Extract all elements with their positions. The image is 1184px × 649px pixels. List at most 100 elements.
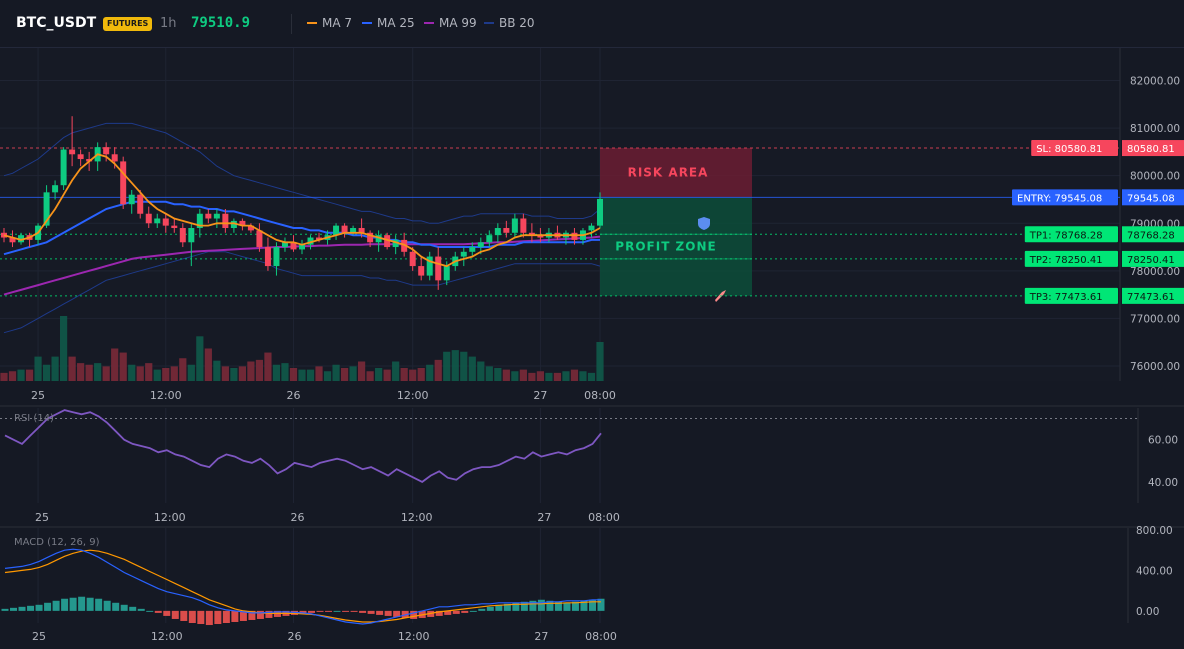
- header-divider: [291, 14, 292, 34]
- y-tick-label: 76000.00: [1130, 361, 1180, 373]
- sl-price-tag: 80580.81: [1127, 144, 1175, 155]
- volume-bar: [417, 368, 425, 381]
- chart-header: BTC_USDT FUTURES 1h 79510.9 MA 7 MA 25 M…: [0, 0, 1184, 48]
- tp3-tag-label: TP3: 77473.61: [1029, 292, 1103, 303]
- macd-histogram-bar: [333, 610, 341, 612]
- rsi-y-tick-label: 60.00: [1148, 435, 1178, 447]
- volume-bar: [443, 351, 451, 381]
- volume-bar: [281, 363, 289, 381]
- candle: [213, 213, 220, 219]
- macd-x-tick-label: 27: [534, 630, 548, 643]
- bb-upper-line: [3, 122, 601, 224]
- risk-area-label: RISK AREA: [628, 166, 709, 180]
- candle: [179, 228, 186, 243]
- entry-price-tag-bg: [1122, 189, 1184, 206]
- tp2-tag-label: TP2: 78250.41: [1029, 255, 1103, 266]
- candle: [1, 232, 7, 238]
- candle: [392, 239, 399, 248]
- tp2-price-tag-bg: [1122, 250, 1184, 267]
- candle: [111, 154, 118, 162]
- macd-histogram-bar: [61, 598, 69, 611]
- legend-ma7[interactable]: MA 7: [307, 16, 352, 30]
- risk-zone: [600, 148, 752, 198]
- timeframe-label[interactable]: 1h: [160, 16, 177, 31]
- chart-canvas[interactable]: 82000.0081000.0080000.0079000.0078000.00…: [0, 48, 1184, 649]
- macd-histogram-bar: [529, 600, 537, 611]
- legend-ma25[interactable]: MA 25: [362, 16, 415, 30]
- macd-histogram-bar: [214, 610, 222, 625]
- macd-histogram-bar: [137, 608, 145, 611]
- sl-tag-label: SL: 80580.81: [1036, 144, 1102, 155]
- candle: [418, 266, 425, 276]
- candle: [486, 235, 493, 243]
- symbol-label[interactable]: BTC_USDT: [16, 15, 97, 31]
- volume-bar: [468, 356, 476, 381]
- volume-bar: [434, 359, 442, 381]
- candle: [205, 213, 212, 219]
- candle: [350, 228, 357, 233]
- rsi-x-tick-label: 08:00: [588, 511, 620, 524]
- candle: [256, 230, 263, 248]
- rsi-x-tick-label: 12:00: [154, 511, 186, 524]
- candle: [273, 247, 280, 267]
- volume-bar: [340, 368, 349, 381]
- macd-histogram-bar: [376, 610, 384, 615]
- profit-zone: [600, 197, 752, 296]
- volume-bar: [230, 368, 238, 381]
- volume-bar: [77, 363, 85, 381]
- macd-histogram-bar: [129, 606, 137, 611]
- legend-bb20[interactable]: BB 20: [484, 16, 535, 30]
- rsi-x-tick-label: 26: [290, 511, 304, 524]
- main-pane-bg: [0, 48, 1120, 381]
- volume-bar: [68, 356, 76, 381]
- macd-x-tick-label: 26: [287, 630, 301, 643]
- tp3-price-tag: 77473.61: [1127, 292, 1175, 303]
- volume-bar: [375, 368, 383, 381]
- tp1-price-tag: 78768.28: [1127, 230, 1175, 241]
- volume-bar: [409, 369, 417, 381]
- candle: [443, 266, 450, 281]
- candle: [281, 242, 288, 248]
- macd-histogram-bar: [359, 610, 367, 613]
- volume-bar: [494, 368, 502, 381]
- volume-bar: [587, 372, 596, 381]
- volume-bar: [196, 336, 204, 381]
- macd-histogram-bar: [265, 610, 273, 618]
- candle: [477, 242, 484, 248]
- macd-histogram-bar: [180, 610, 188, 621]
- macd-histogram-bar: [495, 604, 503, 611]
- volume-bar: [400, 368, 408, 381]
- candle: [520, 218, 527, 233]
- macd-line: [4, 548, 601, 625]
- candle: [18, 235, 25, 243]
- candle: [503, 228, 510, 233]
- candle: [341, 225, 348, 233]
- candle: [537, 235, 544, 238]
- bb20-swatch-icon: [484, 22, 494, 24]
- volume-bar: [221, 366, 229, 381]
- tp1-price-tag-bg: [1122, 226, 1184, 243]
- macd-histogram-bar: [512, 602, 520, 611]
- macd-histogram-bar: [1, 608, 9, 611]
- volume-bar: [477, 361, 485, 381]
- sl-tag-bg: [1031, 140, 1118, 157]
- last-price: 79510.9: [191, 15, 251, 31]
- macd-histogram-bar: [554, 601, 562, 611]
- candle: [316, 237, 323, 240]
- x-tick-label: 26: [286, 389, 300, 402]
- macd-x-tick-label: 08:00: [585, 630, 617, 643]
- volume-bar: [153, 369, 161, 381]
- x-tick-label: 08:00: [584, 389, 616, 402]
- volume-bar: [145, 363, 153, 381]
- candle: [120, 161, 127, 205]
- candle: [162, 218, 169, 226]
- macd-histogram-bar: [222, 610, 230, 623]
- candle: [247, 225, 254, 231]
- macd-histogram-bar: [452, 610, 460, 614]
- entry-tag-bg: [1012, 189, 1118, 206]
- legend-ma99[interactable]: MA 99: [424, 16, 477, 30]
- macd-histogram-bar: [95, 598, 103, 611]
- ma25-swatch-icon: [362, 22, 372, 24]
- candle: [307, 237, 314, 245]
- x-tick-label: 25: [31, 389, 45, 402]
